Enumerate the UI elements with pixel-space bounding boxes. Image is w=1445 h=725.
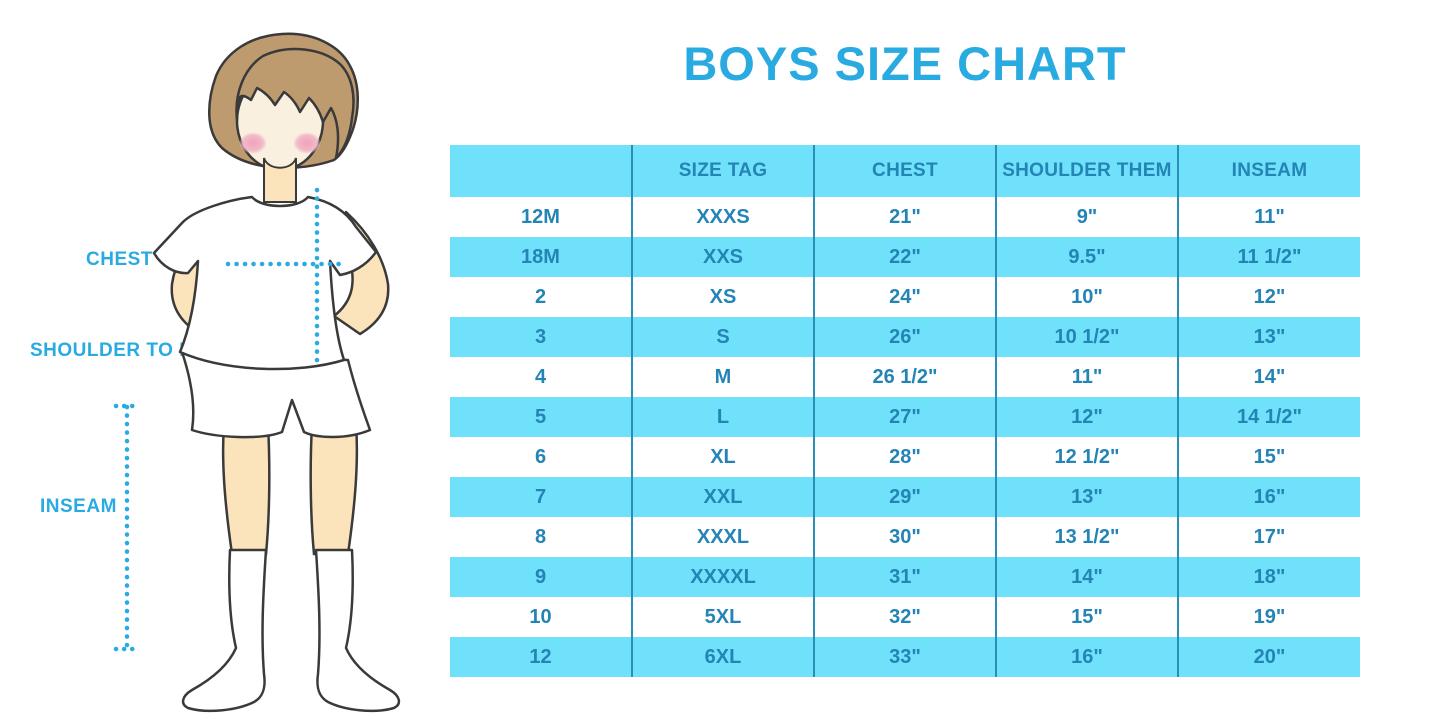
cell: 7: [450, 477, 633, 517]
table-row: 9 XXXXL 31" 14" 18": [450, 557, 1360, 597]
cell: 16": [1178, 477, 1360, 517]
cell: 9.5": [996, 237, 1179, 277]
cell: 21": [814, 197, 997, 237]
cell: 18M: [450, 237, 633, 277]
size-table: SIZE TAG CHEST SHOULDER THEM INSEAM 12M …: [450, 145, 1360, 677]
cell: 11 1/2": [1178, 237, 1360, 277]
cell: 12: [450, 637, 633, 677]
cell: 27": [814, 397, 997, 437]
cell: 12": [1178, 277, 1360, 317]
chest-label: CHEST: [86, 249, 153, 270]
cell: 5: [450, 397, 633, 437]
cell: 14": [996, 557, 1179, 597]
cell: XXXL: [632, 517, 815, 557]
column-header-size: [450, 145, 633, 197]
cell: 10": [996, 277, 1179, 317]
cell: 26 1/2": [814, 357, 997, 397]
hair-fringe: [235, 47, 355, 160]
cell: XXS: [632, 237, 815, 277]
cell: 12": [996, 397, 1179, 437]
cell: 29": [814, 477, 997, 517]
cell: XXXS: [632, 197, 815, 237]
cell: 33": [814, 637, 997, 677]
cell: L: [632, 397, 815, 437]
table-row: 2 XS 24" 10" 12": [450, 277, 1360, 317]
cell: 6XL: [632, 637, 815, 677]
cell: 2: [450, 277, 633, 317]
cell: 3: [450, 317, 633, 357]
cell: 15": [1178, 437, 1360, 477]
t-shirt: [152, 195, 378, 371]
table-row: 4 M 26 1/2" 11" 14": [450, 357, 1360, 397]
cell: 11": [1178, 197, 1360, 237]
cell: 28": [814, 437, 997, 477]
left-cheek: [239, 132, 267, 154]
table-row: 5 L 27" 12" 14 1/2": [450, 397, 1360, 437]
cell: 30": [814, 517, 997, 557]
cell: 13": [1178, 317, 1360, 357]
table-row: 8 XXXL 30" 13 1/2" 17": [450, 517, 1360, 557]
cell: 9: [450, 557, 633, 597]
table-row: 3 S 26" 10 1/2" 13": [450, 317, 1360, 357]
column-header-inseam: INSEAM: [1178, 145, 1360, 197]
table-row: 12 6XL 33" 16" 20": [450, 637, 1360, 677]
cell: 13 1/2": [996, 517, 1179, 557]
neck: [263, 157, 297, 203]
right-arm: [332, 210, 390, 336]
inseam-label: INSEAM: [40, 496, 117, 517]
cell: 26": [814, 317, 997, 357]
right-sock: [314, 548, 401, 713]
cell: XXL: [632, 477, 815, 517]
boy-illustration: [100, 10, 420, 720]
right-leg: [309, 422, 359, 556]
cell: 8: [450, 517, 633, 557]
column-header-shoulder: SHOULDER THEM: [996, 145, 1179, 197]
table-row: 18M XXS 22" 9.5" 11 1/2": [450, 237, 1360, 277]
cell: 19": [1178, 597, 1360, 637]
cell: 5XL: [632, 597, 815, 637]
cell: S: [632, 317, 815, 357]
table-row: 10 5XL 32" 15" 19": [450, 597, 1360, 637]
cell: 14": [1178, 357, 1360, 397]
shorts: [180, 350, 372, 439]
shoulder-to-hem-label: SHOULDER TO HEM: [30, 340, 223, 361]
cell: 32": [814, 597, 997, 637]
cell: 22": [814, 237, 997, 277]
cell: 20": [1178, 637, 1360, 677]
cell: 10 1/2": [996, 317, 1179, 357]
right-cheek: [293, 132, 321, 154]
cell: 4: [450, 357, 633, 397]
cell: 6: [450, 437, 633, 477]
cell: 16": [996, 637, 1179, 677]
cell: 12 1/2": [996, 437, 1179, 477]
cell: 24": [814, 277, 997, 317]
table-row: 7 XXL 29" 13" 16": [450, 477, 1360, 517]
column-header-size-tag: SIZE TAG: [632, 145, 815, 197]
cell: 12M: [450, 197, 633, 237]
cell: 31": [814, 557, 997, 597]
left-sock: [181, 548, 268, 713]
cell: 18": [1178, 557, 1360, 597]
cell: XS: [632, 277, 815, 317]
cell: 9": [996, 197, 1179, 237]
page-title: BOYS SIZE CHART: [683, 37, 1127, 90]
header-row: SIZE TAG CHEST SHOULDER THEM INSEAM: [450, 145, 1360, 197]
cell: 15": [996, 597, 1179, 637]
cell: 13": [996, 477, 1179, 517]
cell: XXXXL: [632, 557, 815, 597]
cell: 17": [1178, 517, 1360, 557]
cell: XL: [632, 437, 815, 477]
table-row: 6 XL 28" 12 1/2" 15": [450, 437, 1360, 477]
column-header-chest: CHEST: [814, 145, 997, 197]
cell: 10: [450, 597, 633, 637]
cell: 11": [996, 357, 1179, 397]
cell: 14 1/2": [1178, 397, 1360, 437]
table-row: 12M XXXS 21" 9" 11": [450, 197, 1360, 237]
cell: M: [632, 357, 815, 397]
left-leg: [221, 422, 271, 556]
